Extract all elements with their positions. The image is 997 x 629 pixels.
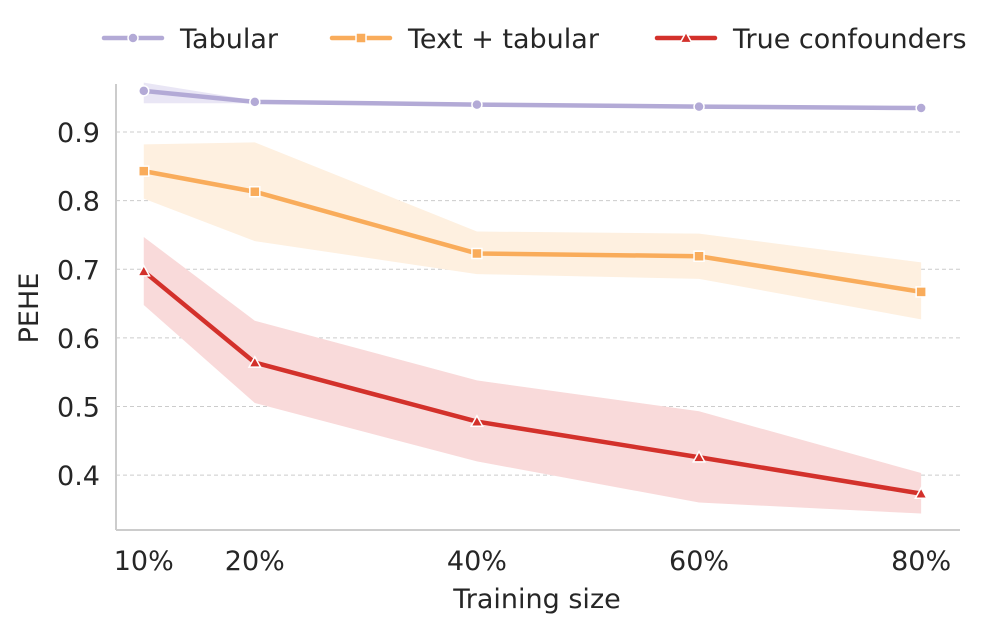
legend-item-text-tabular: Text + tabular <box>329 24 600 55</box>
y-tick-labels: 0.4 0.5 0.6 0.7 0.8 0.9 <box>57 118 100 492</box>
point-true-confounders <box>136 264 151 277</box>
y-tick-label: 0.5 <box>57 392 100 423</box>
y-tick-label: 0.9 <box>57 118 100 149</box>
legend-item-true-confounders: True confounders <box>654 24 967 55</box>
legend-marker <box>355 32 367 44</box>
legend-marker <box>678 30 694 44</box>
point-tabular <box>138 85 150 97</box>
legend-label: Text + tabular <box>407 24 600 55</box>
x-tick-labels: 10% 20% 40% 60% 80% <box>114 546 951 577</box>
point-text-tabular <box>693 250 705 262</box>
band-text-tabular <box>143 142 922 320</box>
point-tabular <box>915 102 927 114</box>
x-axis-label: Training size <box>452 584 620 615</box>
legend-marker <box>127 32 139 44</box>
legend-label: True confounders <box>732 24 967 55</box>
legend-item-tabular: Tabular <box>101 24 279 55</box>
confidence-bands <box>143 82 922 514</box>
y-tick-label: 0.7 <box>57 255 100 286</box>
point-tabular <box>249 96 261 108</box>
point-text-tabular <box>249 185 261 198</box>
x-tick-label: 60% <box>669 546 729 577</box>
point-true-confounders <box>469 414 484 427</box>
y-tick-label: 0.8 <box>57 187 100 218</box>
point-text-tabular <box>471 247 483 260</box>
x-tick-label: 10% <box>114 546 174 577</box>
legend: Tabular Text + tabular True confounders <box>101 24 967 55</box>
point-tabular <box>471 98 483 111</box>
point-true-confounders <box>692 449 707 463</box>
y-tick-label: 0.6 <box>57 324 100 355</box>
y-tick-label: 0.4 <box>57 461 100 492</box>
y-axis-label: PEHE <box>14 273 45 344</box>
x-tick-label: 40% <box>447 546 507 577</box>
point-true-confounders <box>914 486 929 499</box>
point-tabular <box>693 100 705 113</box>
legend-label: Tabular <box>179 24 279 55</box>
series-markers <box>136 85 929 499</box>
x-tick-label: 20% <box>225 546 285 577</box>
line-tabular <box>141 88 924 111</box>
point-text-tabular <box>915 286 927 298</box>
x-tick-label: 80% <box>891 546 951 577</box>
axes <box>115 84 960 531</box>
point-text-tabular <box>138 165 150 177</box>
point-true-confounders <box>247 355 262 368</box>
band-true-confounders <box>143 237 922 514</box>
